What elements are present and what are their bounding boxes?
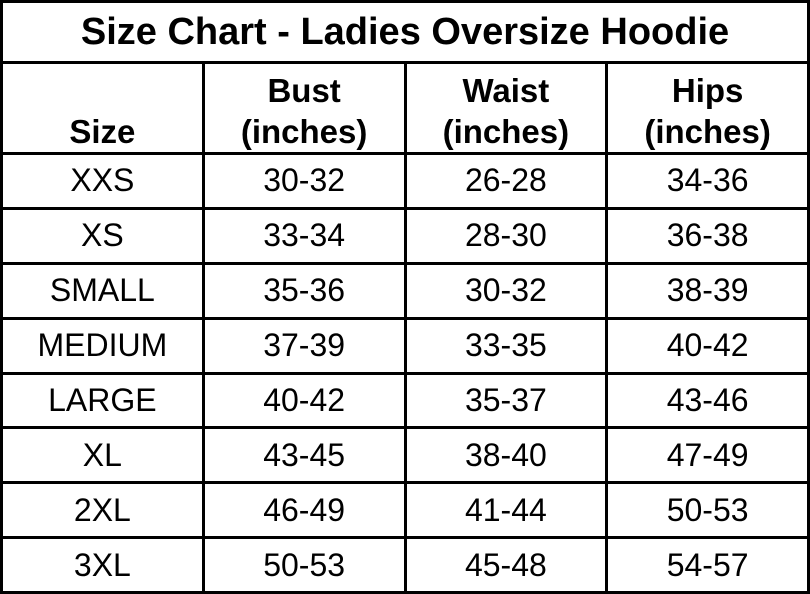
waist-cell: 45-48 (403, 536, 609, 594)
column-header-unit: (inches) (442, 112, 570, 150)
waist-cell: 33-35 (403, 316, 609, 375)
table-row-small: SMALL 35-36 30-32 38-39 (0, 261, 810, 320)
hips-cell: 40-42 (605, 316, 810, 375)
column-header-label: Waist (462, 71, 550, 109)
bust-cell: 40-42 (201, 371, 407, 430)
column-header-label: Bust (267, 71, 341, 109)
bust-cell: 43-45 (201, 426, 407, 485)
size-cell: XXS (0, 152, 205, 210)
table-row-large: LARGE 40-42 35-37 43-46 (0, 371, 810, 430)
waist-cell: 28-30 (403, 206, 609, 265)
hips-cell: 47-49 (605, 426, 810, 485)
bust-cell: 35-36 (201, 261, 407, 320)
column-header-waist: Waist (inches) (403, 61, 609, 155)
title-row: Size Chart - Ladies Oversize Hoodie (0, 0, 810, 64)
header-row: Size Bust (inches) Waist (inches) Hips (… (0, 61, 810, 155)
waist-cell: 30-32 (403, 261, 609, 320)
size-cell: SMALL (0, 261, 205, 320)
bust-cell: 33-34 (201, 206, 407, 265)
table-row-xs: XS 33-34 28-30 36-38 (0, 206, 810, 265)
column-header-label: Size (69, 112, 136, 150)
hips-cell: 54-57 (605, 536, 810, 594)
hips-cell: 50-53 (605, 481, 810, 540)
size-cell: XS (0, 206, 205, 265)
column-header-label: Hips (671, 71, 744, 109)
table-row-2xl: 2XL 46-49 41-44 50-53 (0, 481, 810, 540)
size-cell: LARGE (0, 371, 205, 430)
bust-cell: 37-39 (201, 316, 407, 375)
size-cell: 3XL (0, 536, 205, 594)
hips-cell: 36-38 (605, 206, 810, 265)
bust-cell: 50-53 (201, 536, 407, 594)
size-cell: XL (0, 426, 205, 485)
table-row-xxs: XXS 30-32 26-28 34-36 (0, 152, 810, 210)
waist-cell: 41-44 (403, 481, 609, 540)
bust-cell: 30-32 (201, 152, 407, 210)
column-header-unit: (inches) (644, 112, 771, 150)
hips-cell: 34-36 (605, 152, 810, 210)
bust-cell: 46-49 (201, 481, 407, 540)
waist-cell: 26-28 (403, 152, 609, 210)
column-header-size: Size (0, 61, 205, 155)
column-header-bust: Bust (inches) (201, 61, 407, 155)
waist-cell: 38-40 (403, 426, 609, 485)
page-title: Size Chart - Ladies Oversize Hoodie (0, 0, 810, 64)
size-cell: MEDIUM (0, 316, 205, 375)
hips-cell: 43-46 (605, 371, 810, 430)
table-row-xl: XL 43-45 38-40 47-49 (0, 426, 810, 485)
column-header-unit: (inches) (240, 112, 368, 150)
column-header-hips: Hips (inches) (605, 61, 810, 155)
size-cell: 2XL (0, 481, 205, 540)
waist-cell: 35-37 (403, 371, 609, 430)
table-row-3xl: 3XL 50-53 45-48 54-57 (0, 536, 810, 594)
hips-cell: 38-39 (605, 261, 810, 320)
table-row-medium: MEDIUM 37-39 33-35 40-42 (0, 316, 810, 375)
